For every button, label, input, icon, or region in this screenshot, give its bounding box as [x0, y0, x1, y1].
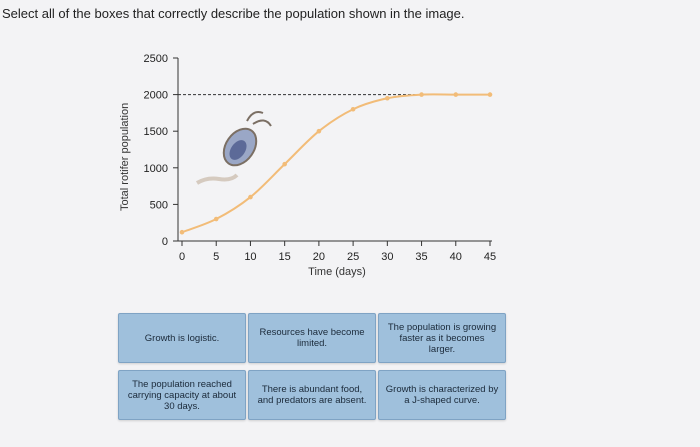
answer-label: There is abundant food, and predators ar…	[257, 384, 367, 406]
answer-box-growing-faster[interactable]: The population is growing faster as it b…	[378, 313, 506, 363]
answer-label: The population is growing faster as it b…	[387, 321, 497, 355]
y-tick-label: 0	[162, 236, 168, 248]
question-prompt: Select all of the boxes that correctly d…	[2, 6, 465, 21]
x-tick-label: 40	[450, 251, 462, 263]
x-tick-label: 15	[279, 251, 291, 263]
population-chart: 0 500 1000 1500 2000 2500 0 5 10 15 20 25 30 35 40 45 T…	[119, 53, 497, 278]
data-point	[282, 161, 287, 167]
answer-box-logistic[interactable]: Growth is logistic.	[118, 313, 246, 363]
answer-label: Resources have become limited.	[259, 327, 365, 349]
y-tick-label: 1000	[144, 163, 168, 175]
data-point	[453, 92, 459, 97]
x-axis-label: Time (days)	[308, 266, 366, 278]
data-point	[316, 128, 322, 134]
data-point	[350, 106, 356, 112]
x-tick-label: 30	[381, 251, 393, 263]
x-tick-label: 35	[415, 251, 427, 263]
y-tick-label: 500	[150, 199, 168, 211]
data-point	[487, 92, 493, 97]
data-point	[213, 216, 219, 222]
answer-box-carrying-capacity[interactable]: The population reached carrying capacity…	[118, 370, 246, 420]
x-tick-label: 0	[179, 251, 185, 263]
x-tick-label: 10	[244, 251, 256, 263]
x-tick-label: 25	[347, 251, 359, 263]
x-tick-label: 45	[484, 251, 496, 263]
answer-label: Growth is characterized by a J-shaped cu…	[385, 384, 499, 406]
answer-box-abundant-food[interactable]: There is abundant food, and predators ar…	[248, 370, 376, 420]
y-tick-label: 1500	[144, 126, 168, 138]
answer-label: Growth is logistic.	[144, 332, 220, 344]
data-point	[419, 92, 424, 97]
y-axis-label: Total rotifer population	[119, 103, 131, 211]
tick-labels: 0 500 1000 1500 2000 2500 0 5 10 15 20 25 30 35 40 45	[144, 53, 497, 263]
data-point	[385, 95, 390, 101]
population-curve	[179, 92, 493, 235]
y-tick-label: 2500	[144, 53, 168, 65]
rotifer-illustration	[195, 111, 272, 185]
x-tick-label: 20	[313, 251, 325, 263]
answer-box-j-shaped[interactable]: Growth is characterized by a J-shaped cu…	[378, 370, 506, 420]
data-point	[179, 229, 185, 235]
y-tick-label: 2000	[144, 90, 168, 102]
chart-axes	[173, 57, 492, 246]
answer-label: The population reached carrying capacity…	[127, 378, 237, 412]
data-point	[248, 194, 253, 200]
answer-box-resources-limited[interactable]: Resources have become limited.	[248, 313, 376, 363]
x-tick-label: 5	[213, 251, 219, 263]
population-line	[181, 93, 490, 234]
